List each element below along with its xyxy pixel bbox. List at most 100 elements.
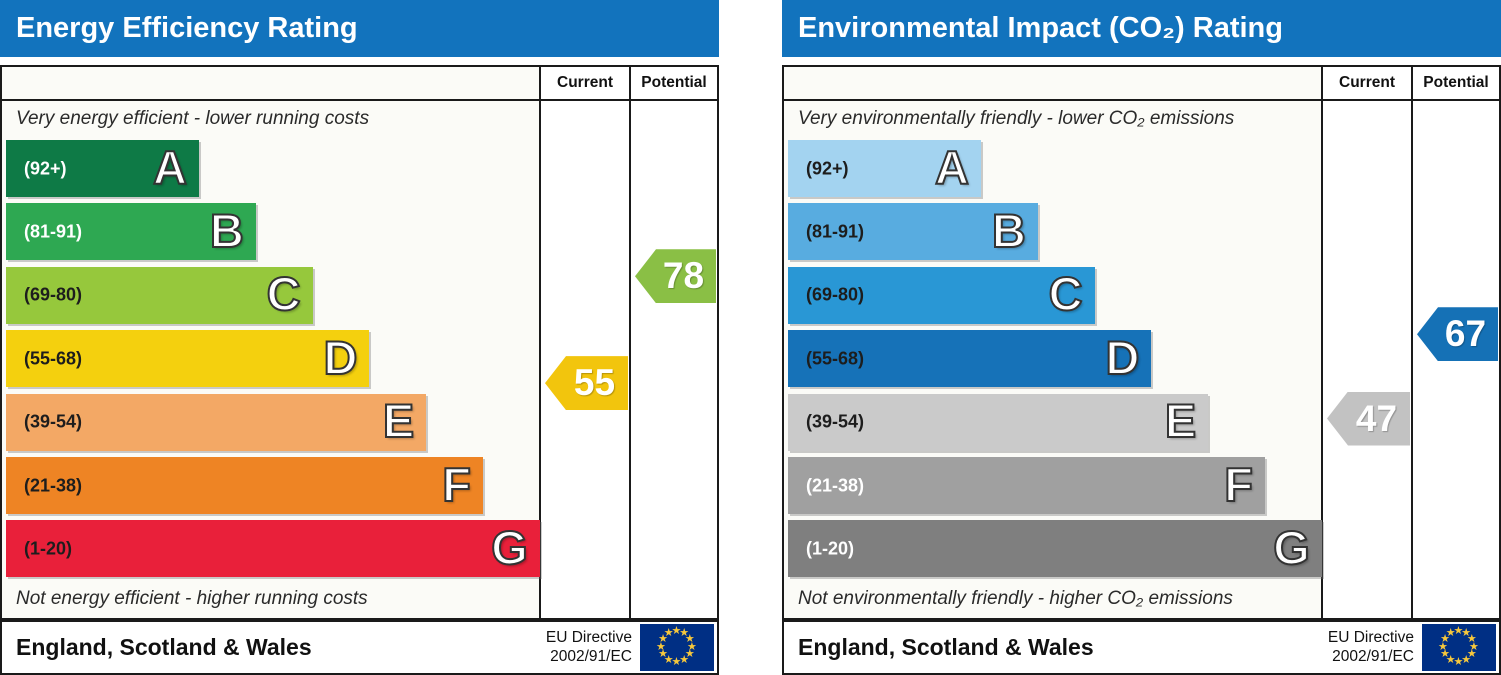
eu-flag-star-icon: ★	[1453, 625, 1464, 637]
band-range-label: (55-68)	[24, 348, 83, 369]
band-range-label: (1-20)	[806, 538, 855, 559]
band-row-c: (69-80) C	[6, 266, 313, 324]
chart-title-bar: Energy Efficiency Rating	[0, 0, 719, 57]
band-letter: G	[1272, 520, 1311, 575]
eu-flag-star-icon: ★	[663, 653, 674, 666]
band-row-c: (69-80) C	[788, 266, 1095, 324]
band-range-label: (55-68)	[806, 348, 865, 369]
eu-flag-icon: ★ ★ ★ ★ ★ ★ ★ ★ ★ ★ ★ ★	[640, 624, 714, 671]
rating-table: Current Potential Very energy efficient …	[0, 65, 719, 620]
table-header-row: Current Potential	[2, 67, 717, 101]
band-range-label: (92+)	[24, 158, 67, 178]
eu-flag-star-icon: ★	[1466, 632, 1477, 645]
eu-flag-star-icon: ★	[663, 627, 674, 640]
eu-flag-star-icon: ★	[1469, 640, 1479, 653]
band-letter: C	[266, 266, 302, 321]
band-row-b: (81-91) B	[6, 203, 256, 261]
eu-flag-star-icon: ★	[1438, 640, 1448, 653]
eu-directive-line1: EU Directive	[1327, 628, 1414, 646]
band-letter: D	[1104, 330, 1140, 385]
eu-flag-star-icon: ★	[1466, 648, 1477, 661]
current-rating-value: 55	[573, 362, 616, 404]
column-header-current: Current	[557, 74, 613, 91]
band-letter: A	[152, 139, 188, 194]
eu-flag-star-icon: ★	[658, 648, 668, 661]
current-rating-value: 47	[1355, 397, 1398, 439]
eu-flag-star-icon: ★	[1445, 653, 1456, 666]
band-letter: E	[382, 393, 415, 448]
band-letter: G	[490, 520, 529, 575]
current-column-background	[541, 67, 629, 618]
current-rating-arrow: 55	[545, 356, 628, 411]
band-letter: B	[991, 203, 1027, 258]
band-range-label: (1-20)	[24, 538, 73, 559]
eu-flag-star-icon: ★	[1440, 648, 1450, 661]
band-letter: A	[934, 139, 970, 194]
band-range-label: (92+)	[806, 158, 849, 178]
band-row-g: (1-20) G	[6, 520, 540, 578]
potential-column-background	[631, 67, 717, 618]
chart-footer: England, Scotland & Wales EU Directive 2…	[0, 620, 719, 675]
band-letter: B	[209, 203, 245, 258]
eu-flag-star-icon: ★	[687, 640, 697, 653]
chart-title: Environmental Impact (CO₂) Rating	[798, 12, 1283, 44]
band-range-label: (81-91)	[24, 221, 83, 242]
bands-area: Very environmentally friendly - lower CO…	[784, 101, 1499, 618]
band-row-a: (92+) A	[788, 139, 981, 197]
eu-flag-star-icon: ★	[684, 648, 695, 661]
band-row-d: (55-68) D	[6, 330, 370, 388]
eu-flag-star-icon: ★	[671, 625, 682, 637]
band-letter: F	[441, 456, 472, 511]
environmental-impact-co2-rating-chart: Environmental Impact (CO₂) Rating Curren…	[782, 0, 1501, 675]
column-divider	[1321, 67, 1323, 618]
potential-rating-value: 67	[1444, 313, 1487, 355]
top-caption: Very energy efficient - lower running co…	[16, 108, 370, 129]
energy-efficiency-rating-chart: Energy Efficiency Rating Current Potenti…	[0, 0, 719, 675]
band-range-label: (81-91)	[806, 221, 865, 242]
potential-rating-arrow: 67	[1417, 307, 1498, 362]
band-range-label: (21-38)	[806, 475, 865, 495]
chart-footer: England, Scotland & Wales EU Directive 2…	[782, 620, 1501, 675]
eu-flag-star-icon: ★	[656, 640, 666, 653]
potential-rating-arrow: 78	[635, 249, 716, 304]
band-row-f: (21-38) F	[6, 456, 483, 514]
current-rating-arrow: 47	[1327, 391, 1410, 446]
column-header-potential: Potential	[1423, 74, 1489, 91]
eu-flag-star-icon: ★	[1461, 627, 1472, 640]
eu-flag-star-icon: ★	[1453, 656, 1464, 668]
column-divider	[1411, 67, 1413, 618]
bottom-caption: Not environmentally friendly - higher CO…	[798, 588, 1233, 609]
eu-flag-star-icon: ★	[1445, 627, 1456, 640]
table-header-row: Current Potential	[784, 67, 1499, 101]
current-column-background	[1323, 67, 1411, 618]
bottom-caption: Not energy efficient - higher running co…	[16, 588, 368, 609]
band-range-label: (39-54)	[24, 411, 83, 432]
eu-directive-label: EU Directive 2002/91/EC	[546, 629, 632, 666]
region-label: England, Scotland & Wales	[16, 634, 312, 660]
eu-directive-line1: EU Directive	[545, 628, 632, 646]
band-range-label: (21-38)	[24, 475, 83, 495]
band-range-label: (69-80)	[24, 284, 83, 305]
rating-table: Current Potential Very environmentally f…	[782, 65, 1501, 620]
band-range-label: (39-54)	[806, 411, 865, 432]
band-row-g: (1-20) G	[788, 520, 1322, 578]
chart-title-bar: Environmental Impact (CO₂) Rating	[782, 0, 1501, 57]
eu-flag-star-icon: ★	[679, 653, 690, 666]
region-label: England, Scotland & Wales	[798, 634, 1094, 660]
band-row-a: (92+) A	[6, 139, 199, 197]
column-header-current: Current	[1339, 74, 1395, 91]
band-row-f: (21-38) F	[788, 456, 1265, 514]
band-letter: F	[1223, 456, 1254, 511]
band-row-e: (39-54) E	[788, 393, 1209, 451]
column-header-potential: Potential	[641, 74, 707, 91]
band-letter: E	[1164, 393, 1197, 448]
column-divider	[629, 67, 631, 618]
band-range-label: (69-80)	[806, 284, 865, 305]
band-row-e: (39-54) E	[6, 393, 427, 451]
eu-flag-star-icon: ★	[684, 632, 695, 645]
potential-rating-value: 78	[662, 255, 705, 297]
band-letter: D	[322, 330, 358, 385]
eu-directive-line2: 2002/91/EC	[1332, 647, 1414, 665]
eu-flag-icon: ★ ★ ★ ★ ★ ★ ★ ★ ★ ★ ★ ★	[1422, 624, 1496, 671]
